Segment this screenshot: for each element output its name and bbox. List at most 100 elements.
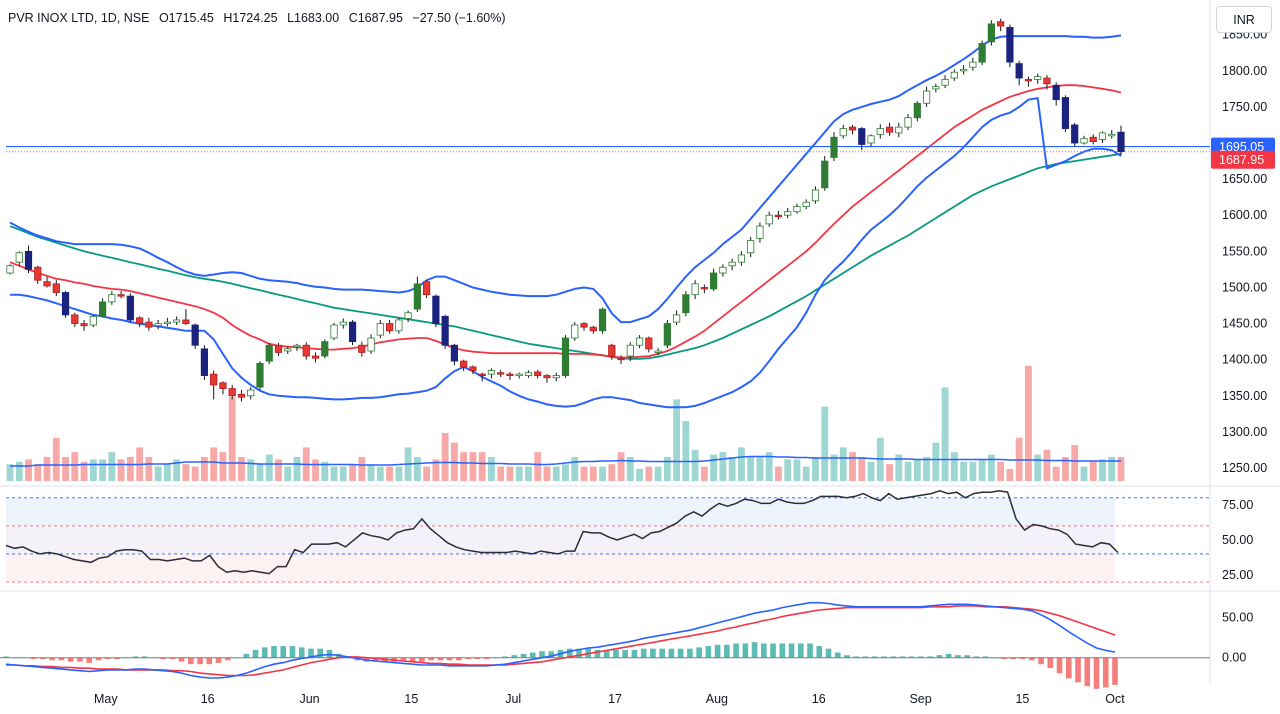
candle-body bbox=[460, 360, 468, 368]
macd-histogram-bar bbox=[622, 649, 628, 658]
candle-body bbox=[626, 344, 634, 357]
macd-histogram-bar bbox=[1093, 657, 1100, 689]
candle-body bbox=[821, 160, 829, 189]
candle-body bbox=[126, 295, 134, 321]
macd-histogram-bar bbox=[169, 657, 176, 660]
volume-bar bbox=[525, 466, 532, 481]
volume-bar bbox=[1034, 454, 1042, 481]
candle bbox=[136, 316, 144, 328]
candle bbox=[552, 372, 560, 382]
macd-histogram-bar bbox=[761, 643, 767, 658]
ref-price-label: 1695.05 bbox=[1219, 140, 1264, 154]
volume-bar bbox=[154, 466, 162, 481]
candle bbox=[858, 127, 866, 151]
candle-body bbox=[922, 90, 931, 104]
macd-histogram-bar bbox=[58, 657, 65, 661]
volume-bar bbox=[275, 459, 282, 481]
candle-body bbox=[1080, 138, 1088, 144]
rsi-pane[interactable] bbox=[5, 490, 1210, 583]
candle bbox=[848, 124, 857, 135]
candle-body bbox=[413, 283, 421, 310]
candle bbox=[330, 322, 338, 341]
candle-body bbox=[1061, 97, 1070, 129]
volume-bar bbox=[108, 452, 116, 481]
macd-histogram-bar bbox=[733, 643, 739, 658]
candle bbox=[608, 343, 616, 360]
volume-bar bbox=[349, 464, 356, 481]
macd-histogram-bar bbox=[807, 643, 813, 658]
macd-histogram-bar bbox=[770, 643, 776, 658]
candle-body bbox=[1071, 124, 1079, 144]
candle-body bbox=[136, 317, 144, 324]
macd-histogram-bar bbox=[483, 657, 490, 660]
candle-body bbox=[598, 308, 607, 332]
macd-histogram-bar bbox=[474, 657, 481, 660]
ohlc-low: L1683.00 bbox=[287, 11, 340, 25]
macd-histogram-bar bbox=[973, 656, 980, 658]
currency-button[interactable]: INR bbox=[1216, 6, 1272, 33]
candle-body bbox=[52, 283, 60, 293]
candle bbox=[450, 343, 459, 366]
macd-signal-line bbox=[6, 605, 1116, 677]
candle-body bbox=[876, 128, 884, 135]
candle-body bbox=[719, 266, 727, 274]
candle bbox=[645, 336, 653, 353]
symbol-name[interactable]: PVR INOX LTD, 1D, NSE bbox=[8, 11, 150, 25]
volume-bar bbox=[52, 437, 60, 481]
x-tick-label: 17 bbox=[608, 692, 622, 706]
volume-bar bbox=[71, 452, 79, 481]
candle-body bbox=[173, 319, 181, 323]
macd-histogram-bar bbox=[529, 652, 536, 658]
macd-histogram-bar bbox=[548, 651, 555, 658]
candle-body bbox=[867, 135, 875, 144]
candle bbox=[598, 307, 607, 334]
candle bbox=[80, 319, 88, 331]
candle-body bbox=[1015, 63, 1023, 79]
volume-bar bbox=[210, 447, 218, 481]
volume-bar bbox=[997, 461, 1005, 481]
candle-body bbox=[728, 261, 736, 267]
candle-body bbox=[1108, 133, 1116, 137]
candle-body bbox=[497, 372, 505, 375]
volume-bar bbox=[89, 459, 97, 481]
candle-body bbox=[978, 42, 986, 63]
volume-bar bbox=[941, 387, 949, 481]
volume-bar bbox=[950, 452, 958, 481]
candle-body bbox=[561, 337, 570, 376]
candle-body bbox=[404, 312, 412, 319]
macd-histogram-bar bbox=[67, 657, 74, 662]
candle-body bbox=[358, 344, 366, 353]
candle bbox=[1006, 24, 1014, 68]
macd-histogram-bar bbox=[640, 648, 647, 658]
candle-body bbox=[385, 323, 394, 332]
ohlc-high: H1724.25 bbox=[223, 11, 278, 25]
candle-body bbox=[904, 117, 912, 128]
macd-histogram-bar bbox=[114, 657, 120, 660]
macd-histogram-bar bbox=[12, 657, 19, 659]
volume-bar bbox=[173, 459, 181, 481]
candle bbox=[654, 348, 662, 356]
candle bbox=[478, 372, 486, 382]
candle-body bbox=[635, 337, 644, 346]
price-pane[interactable] bbox=[6, 18, 1210, 481]
candle bbox=[367, 334, 375, 354]
macd-histogram-bar bbox=[724, 644, 730, 658]
volume-bar bbox=[80, 461, 88, 481]
candle-body bbox=[997, 21, 1005, 27]
candle-body bbox=[784, 211, 792, 216]
macd-histogram-bar bbox=[1056, 657, 1063, 674]
candle bbox=[682, 291, 690, 317]
candle-body bbox=[321, 341, 329, 357]
volume-bar bbox=[1089, 461, 1097, 481]
macd-histogram-bar bbox=[1001, 657, 1007, 660]
candle bbox=[987, 20, 995, 46]
candle-body bbox=[969, 61, 977, 68]
volume-bar bbox=[849, 452, 856, 481]
macd-pane[interactable] bbox=[0, 601, 1210, 689]
volume-bar bbox=[256, 464, 264, 481]
candle bbox=[876, 124, 884, 139]
last-price-label: 1687.95 bbox=[1219, 153, 1264, 167]
macd-histogram-bar bbox=[1010, 657, 1017, 660]
volume-bar bbox=[719, 452, 727, 481]
